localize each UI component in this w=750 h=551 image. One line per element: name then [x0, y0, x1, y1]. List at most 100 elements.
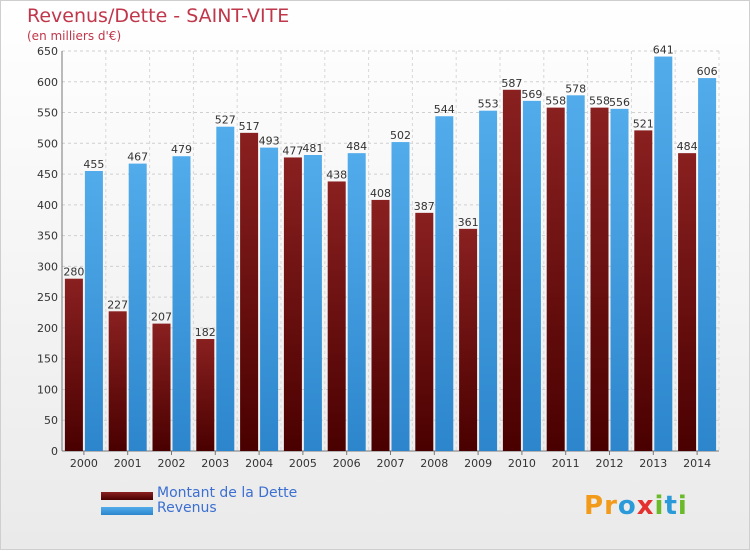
bar-revenue [347, 153, 366, 451]
x-tick-label: 2003 [201, 457, 229, 470]
x-tick-label: 2014 [683, 457, 711, 470]
data-label-revenue: 481 [302, 142, 323, 155]
x-tick-label: 2011 [552, 457, 580, 470]
proxiti-logo: Proxiti [584, 491, 688, 521]
data-label-debt: 280 [63, 266, 84, 279]
x-tick-label: 2012 [596, 457, 624, 470]
legend-label-revenue: Revenus [157, 500, 217, 516]
y-tick-label: 300 [37, 260, 58, 273]
y-tick-label: 650 [37, 45, 58, 58]
data-label-debt: 408 [370, 187, 391, 200]
bar-revenue [435, 116, 454, 451]
bar-revenue [260, 147, 279, 451]
data-label-debt: 558 [545, 95, 566, 108]
y-tick-label: 0 [51, 445, 58, 458]
bar-debt [196, 339, 215, 451]
x-tick-label: 2001 [114, 457, 142, 470]
bar-revenue [479, 110, 498, 451]
data-label-revenue: 578 [565, 82, 586, 95]
y-tick-label: 250 [37, 291, 58, 304]
data-label-debt: 361 [458, 216, 479, 229]
logo-letter: o [617, 491, 637, 521]
logo-letter: i [654, 491, 665, 521]
data-label-debt: 387 [414, 200, 435, 213]
y-tick-label: 600 [37, 76, 58, 89]
logo-letter: x [636, 491, 655, 521]
data-label-debt: 587 [501, 77, 522, 90]
y-tick-label: 450 [37, 168, 58, 181]
y-tick-label: 500 [37, 137, 58, 150]
data-label-revenue: 527 [215, 114, 236, 127]
data-label-debt: 182 [195, 326, 216, 339]
x-tick-label: 2013 [639, 457, 667, 470]
data-label-revenue: 569 [521, 88, 542, 101]
bar-debt [327, 181, 346, 451]
bar-revenue [698, 78, 717, 452]
data-label-debt: 558 [589, 95, 610, 108]
bar-revenue [216, 126, 235, 451]
data-label-revenue: 502 [390, 129, 411, 142]
legend-swatch-revenue [101, 507, 153, 515]
data-label-debt: 484 [677, 140, 698, 153]
bar-debt [502, 89, 521, 452]
logo-letter: i [677, 491, 688, 521]
bar-revenue [172, 156, 191, 451]
data-label-revenue: 553 [478, 98, 499, 111]
x-tick-label: 2008 [420, 457, 448, 470]
bar-debt [108, 311, 127, 451]
x-tick-label: 2004 [245, 457, 273, 470]
data-label-debt: 438 [326, 168, 347, 181]
x-tick-label: 2000 [70, 457, 98, 470]
logo-letter: t [664, 491, 678, 521]
data-label-revenue: 467 [127, 151, 148, 164]
bar-debt [590, 107, 609, 451]
data-label-revenue: 455 [83, 158, 104, 171]
bar-debt [240, 132, 259, 451]
y-tick-label: 350 [37, 230, 58, 243]
data-label-revenue: 484 [346, 140, 367, 153]
bar-debt [415, 212, 434, 451]
bar-revenue [610, 108, 629, 451]
y-tick-label: 50 [44, 414, 58, 427]
bar-debt [152, 323, 171, 451]
bar-revenue [303, 155, 322, 451]
data-label-revenue: 556 [609, 96, 630, 109]
axes: 0 50 100 150 200 250 300 350 400 450 500 550 600 650 2… [37, 45, 719, 470]
data-label-revenue: 544 [434, 103, 455, 116]
data-label-revenue: 479 [171, 143, 192, 156]
y-tick-label: 550 [37, 107, 58, 120]
bar-revenue [654, 56, 673, 452]
logo-letter: P [584, 491, 605, 521]
x-tick-label: 2005 [289, 457, 317, 470]
chart-subtitle: (en milliers d'€) [27, 29, 122, 43]
bar-revenue [391, 142, 410, 452]
data-label-revenue: 641 [653, 44, 674, 57]
bar-debt [459, 228, 478, 451]
bar-debt [371, 199, 390, 451]
bar-revenue [566, 95, 585, 452]
x-tick-label: 2010 [508, 457, 536, 470]
bar-debt [283, 157, 302, 451]
legend-label-debt: Montant de la Dette [157, 485, 298, 501]
chart-title: Revenus/Dette - SAINT-VITE [27, 5, 290, 27]
y-tick-label: 150 [37, 353, 58, 366]
y-tick-label: 200 [37, 322, 58, 335]
x-tick-label: 2002 [158, 457, 186, 470]
data-label-revenue: 493 [259, 135, 280, 148]
y-tick-label: 400 [37, 199, 58, 212]
y-tick-label: 100 [37, 383, 58, 396]
x-tick-label: 2006 [333, 457, 361, 470]
bar-revenue [84, 171, 103, 451]
data-label-debt: 521 [633, 117, 654, 130]
x-tick-label: 2007 [377, 457, 405, 470]
data-label-debt: 227 [107, 298, 128, 311]
bar-debt [64, 278, 83, 451]
data-label-debt: 207 [151, 311, 172, 324]
bar-debt [678, 153, 697, 451]
bar-debt [634, 130, 653, 451]
bars [64, 56, 717, 452]
bar-debt [546, 107, 565, 451]
